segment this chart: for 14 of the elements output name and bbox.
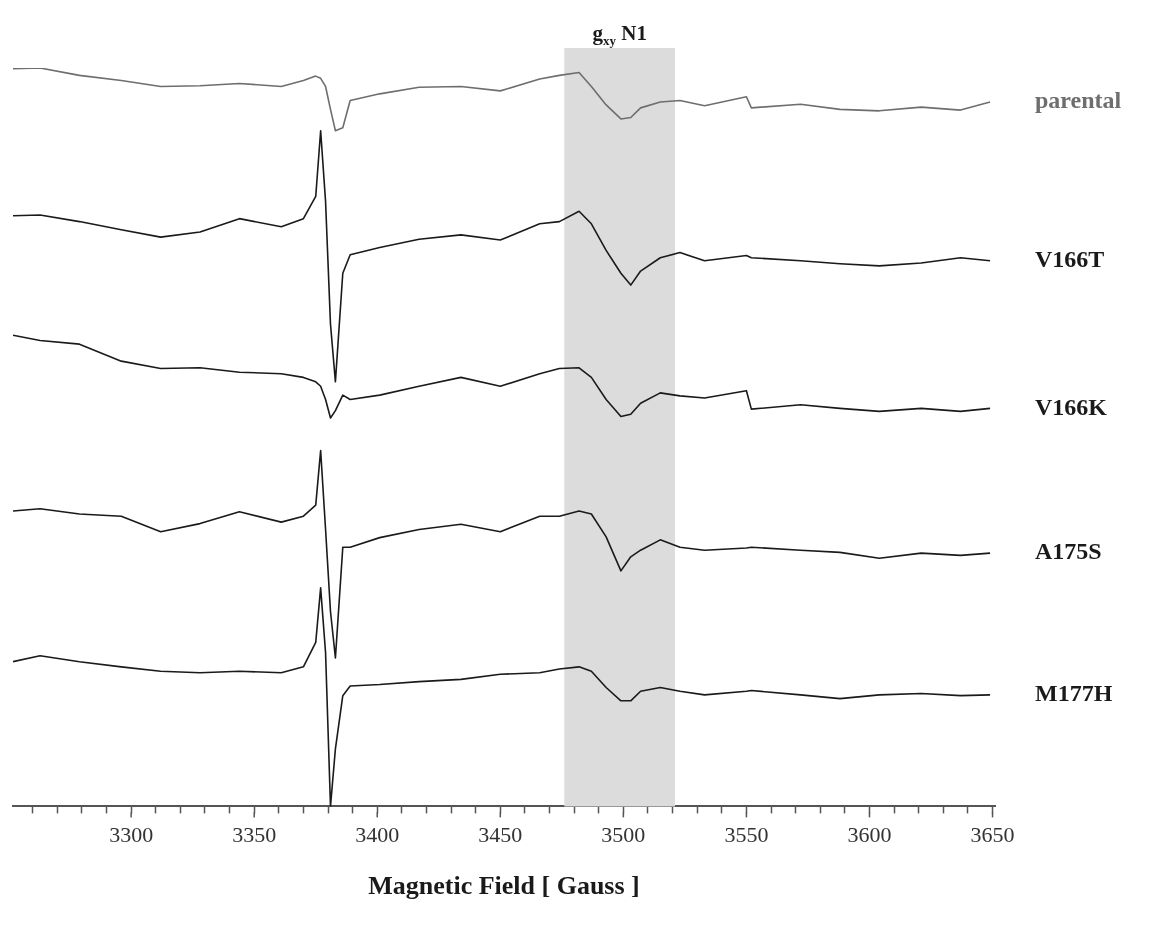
x-tick-label: 3300 <box>109 822 154 848</box>
x-tick-label: 3400 <box>355 822 400 848</box>
x-tick-label: 3550 <box>724 822 769 848</box>
x-tick-label: 3650 <box>970 822 1015 848</box>
series-label: V166T <box>1035 245 1105 272</box>
x-axis-title: Magnetic Field [ Gauss ] <box>368 871 640 901</box>
x-tick-label: 3500 <box>601 822 646 848</box>
x-tick-label: 3600 <box>847 822 892 848</box>
x-tick-label: 3450 <box>478 822 523 848</box>
x-tick-label: 3350 <box>232 822 277 848</box>
series-label: parental <box>1035 87 1122 114</box>
series-label: V166K <box>1035 393 1108 420</box>
series-label: A175S <box>1035 538 1102 565</box>
series-label: M177H <box>1035 680 1113 707</box>
